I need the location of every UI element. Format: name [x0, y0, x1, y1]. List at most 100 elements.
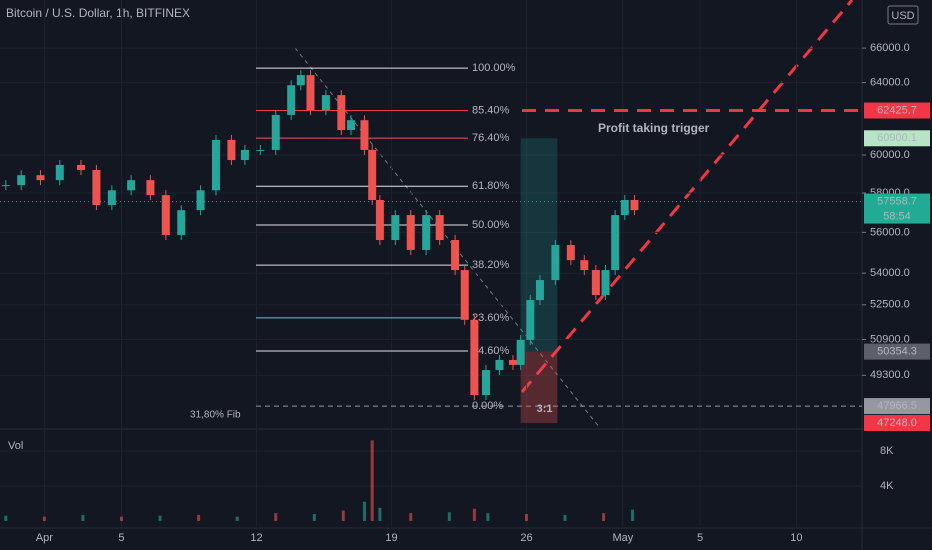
candle [516, 339, 525, 365]
volume-bar [362, 501, 366, 521]
target-zone [520, 138, 558, 352]
x-tick-label: 12 [250, 532, 262, 544]
candle [470, 319, 479, 396]
volume-bar [197, 514, 201, 521]
candle [196, 190, 205, 211]
candle [346, 120, 355, 131]
candle [55, 164, 64, 181]
y-tick-label: 66000.0 [870, 42, 910, 54]
fib-label: 85.40% [472, 104, 510, 116]
fib-note: 31,80% Fib [190, 410, 241, 421]
candle [306, 75, 315, 111]
ratio-label: 3:1 [537, 403, 553, 415]
price-label: 57558.7 [877, 195, 917, 207]
y-tick-label: 54000.0 [870, 267, 910, 279]
volume-bar [409, 513, 413, 521]
price-label-box [864, 343, 930, 360]
chart-title: Bitcoin / U.S. Dollar, 1h, BITFINEX [6, 6, 190, 20]
candle [337, 95, 346, 131]
y-tick-label: 52500.0 [870, 299, 910, 311]
price-label: 47248.0 [877, 417, 917, 429]
currency-box[interactable] [887, 5, 919, 25]
x-tick-label: 5 [697, 532, 703, 544]
fib-label: 38.20% [472, 259, 510, 271]
volume-bar [447, 512, 451, 521]
candle [287, 85, 296, 115]
volume-bar [472, 508, 476, 521]
y-tick-label: 60000.0 [870, 149, 910, 161]
volume-bar [602, 513, 606, 521]
volume-bar [370, 440, 374, 521]
candle [435, 215, 444, 241]
candle [76, 164, 85, 171]
x-tick-label: 5 [118, 532, 124, 544]
candle [92, 170, 101, 206]
volume-bar [42, 516, 46, 521]
candle [526, 300, 535, 340]
candle [17, 175, 26, 186]
x-tick-label: 26 [520, 532, 532, 544]
candle [391, 215, 400, 241]
y-tick-label: 56000.0 [870, 226, 910, 238]
fib-label: 23.60% [472, 312, 510, 324]
x-tick-label: Apr [36, 532, 53, 544]
volume-bar [378, 507, 382, 521]
fib-label: 14.60% [472, 345, 510, 357]
candle [406, 215, 415, 250]
price-label: 62425.7 [877, 104, 917, 116]
fib-label: 76.40% [472, 132, 510, 144]
volume-tick-label: 4K [880, 480, 894, 492]
candle [296, 75, 305, 86]
candle [360, 120, 369, 150]
price-label: 60900.1 [877, 132, 917, 144]
candle [630, 199, 639, 211]
candle [611, 215, 620, 271]
candle [620, 199, 629, 216]
candle [107, 190, 116, 206]
candle [460, 270, 469, 320]
currency[interactable]: USD [891, 10, 914, 22]
candle [566, 245, 575, 261]
countdown: 58:54 [883, 210, 911, 222]
x-tick-label: 10 [790, 532, 802, 544]
trend-line [294, 47, 601, 429]
candle [551, 245, 560, 281]
price-label: 47966.5 [877, 400, 917, 412]
fib-label: 50.00% [472, 219, 510, 231]
volume-bar [235, 516, 239, 521]
fib-label: 0.00% [472, 400, 503, 412]
candle [601, 270, 610, 295]
support-trend-line [520, 0, 854, 393]
volume-bar [524, 513, 528, 521]
volume-bar [341, 510, 345, 521]
volume-bar [119, 516, 123, 521]
price-label-box [864, 193, 930, 224]
volume-label: Vol [8, 440, 23, 452]
candle [227, 139, 236, 161]
y-tick-label: 50900.0 [870, 333, 910, 345]
price-label-box [864, 398, 930, 415]
candle [1, 185, 10, 187]
candle [368, 149, 377, 200]
candle [508, 359, 517, 365]
price-label-box [864, 415, 930, 432]
annotation: Profit taking trigger [598, 121, 710, 135]
fib-label: 61.80% [472, 180, 510, 192]
candle [36, 175, 45, 181]
candle [240, 149, 249, 161]
candle [580, 260, 589, 271]
volume-bar [631, 509, 635, 521]
candle [321, 95, 330, 111]
stop-zone [520, 351, 558, 424]
candle [271, 114, 280, 150]
y-tick-label: 49300.0 [870, 369, 910, 381]
y-tick-label: 64000.0 [870, 76, 910, 88]
price-label-box [864, 102, 930, 119]
volume-bar [81, 514, 85, 521]
candle [256, 149, 265, 151]
volume-bar [274, 513, 278, 521]
candle [481, 370, 490, 396]
candle [211, 139, 220, 191]
volume-tick-label: 8K [880, 445, 894, 457]
